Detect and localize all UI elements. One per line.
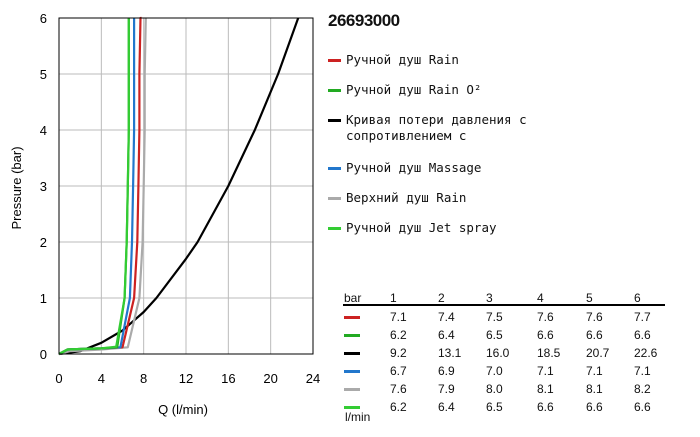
legend-label: Кривая потери давления с сопротивлением …: [346, 112, 527, 143]
x-tick-label: 24: [306, 371, 320, 386]
table-row-swatch: [344, 334, 360, 337]
table-header-rule: [343, 304, 665, 306]
table-cell: 6.4: [438, 400, 455, 414]
legend-item: Верхний душ Rain: [328, 190, 466, 206]
table-cell: 7.1: [634, 364, 651, 378]
table-row-swatch: [344, 352, 360, 355]
table-cell: 7.6: [537, 310, 554, 324]
y-tick-label: 6: [40, 11, 47, 26]
flow-table: bar l/min 1 2 3 4 5 6 7.1 7.4 7.5 7.6 7.6 7.7 6.2 6.4…: [343, 291, 665, 431]
table-cell: 6.6: [586, 400, 603, 414]
x-axis-ticks: 0 4 8 12 16 20 24: [55, 371, 320, 386]
table-cell: 7.7: [634, 310, 651, 324]
table-cell: 20.7: [586, 346, 610, 360]
x-tick-label: 0: [55, 371, 62, 386]
table-cell: 8.2: [634, 382, 651, 396]
legend-item: Ручной душ Jet spray: [328, 220, 497, 236]
x-tick-label: 12: [179, 371, 193, 386]
legend-label: Ручной душ Massage: [346, 160, 482, 175]
table-cell: 6.5: [486, 400, 503, 414]
table-cell: 8.0: [486, 382, 503, 396]
table-row-swatch: [344, 388, 360, 391]
table-header-label: bar: [344, 291, 362, 305]
table-column-header: 5: [586, 291, 593, 305]
table-cell: 9.2: [390, 346, 407, 360]
legend-label: Верхний душ Rain: [346, 190, 467, 205]
y-tick-label: 1: [40, 291, 47, 306]
y-tick-label: 3: [40, 179, 47, 194]
y-tick-label: 5: [40, 67, 47, 82]
y-tick-label: 2: [40, 235, 47, 250]
legend-swatch: [328, 197, 341, 200]
chart-curves: [58, 16, 300, 356]
table-cell: 6.6: [586, 328, 603, 342]
table-cell: 6.6: [537, 328, 554, 342]
series-line: [58, 17, 300, 356]
table-cell: 7.6: [390, 382, 407, 396]
table-cell: 18.5: [537, 346, 561, 360]
table-cell: 7.6: [586, 310, 603, 324]
table-cell: 7.9: [438, 382, 455, 396]
table-cell: 6.5: [486, 328, 503, 342]
plot-frame: [58, 17, 314, 355]
x-tick-label: 20: [263, 371, 277, 386]
table-cell: 6.4: [438, 328, 455, 342]
y-tick-label: 0: [40, 347, 47, 362]
chart-title: 26693000: [328, 11, 400, 30]
x-axis-label: Q (l/min): [158, 402, 208, 417]
legend-label: Ручной душ Rain O²: [346, 82, 482, 97]
table-row-swatch: [344, 316, 360, 319]
table-cell: 16.0: [486, 346, 510, 360]
legend-swatch: [328, 119, 341, 122]
table-cell: 6.7: [390, 364, 407, 378]
legend-swatch: [328, 59, 341, 62]
legend-item: Ручной душ Rain O²: [328, 82, 481, 98]
x-tick-label: 8: [140, 371, 147, 386]
legend-label: Ручной душ Jet spray: [346, 220, 497, 235]
table-cell: 7.5: [486, 310, 503, 324]
legend-swatch: [328, 167, 341, 170]
y-axis-label: Pressure (bar): [9, 146, 24, 229]
table-column-header: 3: [486, 291, 493, 305]
table-cell: 7.1: [586, 364, 603, 378]
table-cell: 6.9: [438, 364, 455, 378]
legend-item: Кривая потери давления с сопротивлением …: [328, 112, 527, 144]
legend-swatch: [328, 227, 341, 230]
table-cell: 6.6: [634, 328, 651, 342]
table-column-header: 1: [390, 291, 397, 305]
table-cell: 7.0: [486, 364, 503, 378]
table-column-header: 4: [537, 291, 544, 305]
table-cell: 7.1: [390, 310, 407, 324]
y-tick-label: 4: [40, 123, 47, 138]
table-column-header: 6: [634, 291, 641, 305]
table-cell: 6.2: [390, 400, 407, 414]
legend-item: Ручной душ Rain: [328, 52, 459, 68]
legend-label: Ручной душ Rain: [346, 52, 459, 67]
table-row-swatch: [344, 406, 360, 409]
table-column-header: 2: [438, 291, 445, 305]
y-axis-ticks: 0 1 2 3 4 5 6: [40, 11, 47, 362]
series-line: [58, 17, 147, 356]
series-line: [58, 18, 130, 355]
table-cell: 6.6: [537, 400, 554, 414]
table-cell: 6.6: [634, 400, 651, 414]
legend-swatch: [328, 89, 341, 92]
table-row-swatch: [344, 370, 360, 373]
chart-grid: [59, 18, 313, 354]
x-tick-label: 4: [98, 371, 105, 386]
table-unit-label: l/min: [345, 410, 371, 424]
table-cell: 13.1: [438, 346, 462, 360]
table-cell: 6.2: [390, 328, 407, 342]
table-cell: 7.4: [438, 310, 455, 324]
legend-item: Ручной душ Massage: [328, 160, 481, 176]
table-cell: 7.1: [537, 364, 554, 378]
x-tick-label: 16: [221, 371, 235, 386]
table-cell: 22.6: [634, 346, 658, 360]
table-cell: 8.1: [537, 382, 554, 396]
table-cell: 8.1: [586, 382, 603, 396]
